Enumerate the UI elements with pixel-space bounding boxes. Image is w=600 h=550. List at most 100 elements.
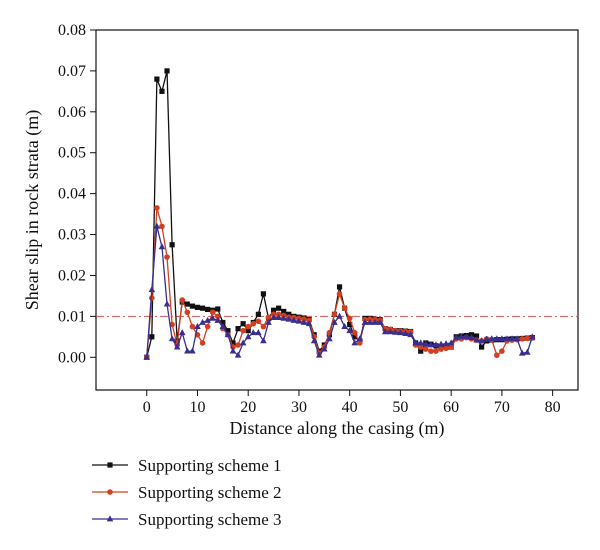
x-tick-label: 50 [392,399,408,416]
series-3-point [204,316,211,323]
series-3-point [184,347,191,354]
series-3-point [366,318,374,325]
series-3-point [239,339,247,346]
legend-label: Supporting scheme 3 [138,510,282,529]
series-layer [143,68,536,361]
series-1-point [159,88,165,94]
series-1-point [184,301,190,307]
x-tick-label: 30 [291,399,307,416]
series-3-point [189,347,196,354]
legend-item-2: Supporting scheme 2 [92,483,282,502]
series-1-point [336,284,343,290]
series-3-point [397,329,404,336]
series-2-point [422,346,429,352]
series-2-point [265,314,272,320]
series-2-point [494,352,500,359]
series-3-point [483,335,490,342]
x-tick-label: 40 [342,399,358,416]
series-3-point [260,337,267,344]
series-2-point [255,318,262,325]
series-3-point [305,320,313,327]
series-3-point [508,335,516,342]
series-1-point [225,328,231,334]
series-2-point [235,342,241,348]
series-2-point [250,320,257,327]
x-tick-label: 10 [189,399,205,416]
series-2-point [199,340,206,346]
series-3-point [523,348,531,355]
series-3-point [468,334,475,341]
y-tick-label: 0.08 [58,22,86,39]
series-3-point [244,333,252,340]
series-1-point [169,242,175,248]
series-1-point [240,321,246,327]
series-3-point [493,335,501,342]
series-2-point [331,311,338,318]
legend-label: Supporting scheme 2 [138,483,282,502]
series-3-point [503,335,511,342]
x-tick-label: 80 [545,399,561,416]
series-3-point [356,335,364,342]
series-3-point [290,316,298,323]
series-3-point [529,333,536,340]
x-tick-label: 20 [240,399,256,416]
x-axis-label: Distance along the casing (m) [230,418,445,439]
series-3-point [513,335,521,342]
series-2-point [240,327,246,334]
series-2-point [417,344,424,350]
series-2-point [159,223,165,230]
series-2-point [443,345,449,352]
series-2-point [260,323,267,330]
y-tick-label: 0.03 [58,227,86,244]
series-1-point [164,68,170,74]
series-2-point [189,323,196,330]
series-3-point [402,329,409,336]
series-1-point [276,305,282,311]
series-2-point [204,323,211,330]
y-tick-label: 0.04 [58,186,86,203]
series-3-point [463,333,470,340]
series-1-point [270,307,277,313]
series-2-point [154,205,160,211]
series-1-point [281,308,287,315]
series-3-point [255,329,262,336]
series-3-point [321,345,328,352]
series-1-point [245,328,251,334]
series-2-point [428,348,434,354]
series-3-point [447,339,455,346]
series-2-point [214,313,221,320]
series-3-point [270,313,277,320]
y-tick-label: 0.05 [58,145,86,162]
series-1-point [255,311,261,317]
series-3-point [498,335,506,342]
y-axis-label: Shear slip in rock strata (m) [22,110,43,310]
legend-item-3: Supporting scheme 3 [92,510,282,529]
x-tick-label: 60 [443,399,459,416]
y-tick-label: 0.06 [58,104,86,121]
series-2-point [179,297,186,303]
series-3-point [346,327,353,334]
series-2-point [184,309,191,316]
series-3-point [224,331,232,338]
series-3-point [361,318,369,325]
series-2-point [245,323,252,330]
series-1-point [352,334,358,340]
series-2-point [341,305,348,311]
plot-area: 0 10 20 30 40 50 60 70 80 0.000.010.020.030.040.… [58,22,579,416]
series-1-point [154,76,160,82]
series-3-point [168,335,176,342]
series-1-point [473,333,480,339]
series-3-point [407,331,414,338]
series-3-point [412,339,419,346]
series-2-point [448,344,454,350]
series-1-point [235,326,241,332]
series-2-point [499,348,505,354]
series-3-point [219,322,227,329]
series-3-point [488,335,496,342]
series-3-point [143,353,151,360]
series-3-point [229,347,237,354]
series-3-point [158,243,166,250]
legend-swatch-marker [107,489,113,495]
series-2-point [336,291,343,297]
series-1-point [194,304,201,310]
